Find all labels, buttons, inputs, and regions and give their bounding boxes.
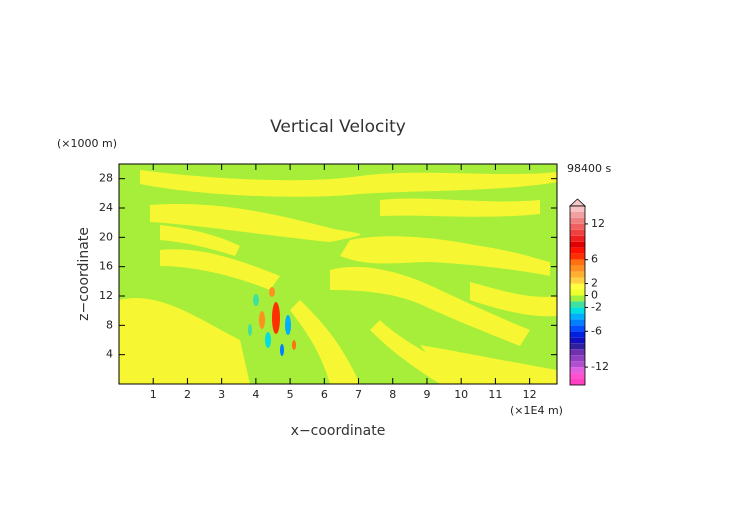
colorbar-bin bbox=[570, 343, 585, 350]
colorbar-tick-label: -12 bbox=[591, 360, 609, 373]
colorbar-bin bbox=[570, 307, 585, 314]
colorbar-bin bbox=[570, 277, 585, 284]
time-label: 98400 s bbox=[567, 162, 611, 175]
colorbar-bin bbox=[570, 283, 585, 290]
colorbar-bin bbox=[570, 325, 585, 332]
x-unit: (×1E4 m) bbox=[510, 404, 563, 417]
colorbar-bin bbox=[570, 319, 585, 326]
x-tick-label: 1 bbox=[150, 388, 157, 401]
colorbar-bin bbox=[570, 211, 585, 218]
colorbar-extension bbox=[568, 198, 587, 207]
colorbar-bin bbox=[570, 379, 585, 385]
colorbar-bin bbox=[570, 367, 585, 374]
x-axis-label: x−coordinate bbox=[291, 423, 386, 439]
colorbar-bin bbox=[570, 217, 585, 224]
colorbar-tick-label: 2 bbox=[591, 277, 598, 290]
y-tick-label: 8 bbox=[106, 318, 113, 331]
x-tick-label: 8 bbox=[389, 388, 396, 401]
x-tick-label: 6 bbox=[321, 388, 328, 401]
colorbar-bin bbox=[570, 259, 585, 266]
colorbar-bin bbox=[570, 223, 585, 230]
x-tick-label: 9 bbox=[423, 388, 430, 401]
x-tick-label: 5 bbox=[287, 388, 294, 401]
colorbar-bin bbox=[570, 337, 585, 344]
colorbar-bin bbox=[570, 235, 585, 242]
colorbar-bin bbox=[570, 241, 585, 248]
colorbar-bin bbox=[570, 361, 585, 368]
colorbar-bin bbox=[570, 253, 585, 260]
chart-title: Vertical Velocity bbox=[270, 117, 406, 137]
colorbar-tick-label: -2 bbox=[591, 300, 602, 313]
x-tick-label: 3 bbox=[218, 388, 225, 401]
x-tick-label: 7 bbox=[355, 388, 362, 401]
contour-field bbox=[119, 164, 557, 384]
y-tick-label: 28 bbox=[99, 172, 113, 185]
colorbar-bin bbox=[570, 373, 585, 380]
y-tick-label: 12 bbox=[99, 289, 113, 302]
colorbar-bin bbox=[570, 265, 585, 272]
colorbar-bin bbox=[570, 229, 585, 236]
colorbar-bin bbox=[570, 295, 585, 302]
colorbar-bin bbox=[570, 301, 585, 308]
colorbar-bin bbox=[570, 289, 585, 296]
y-tick-label: 20 bbox=[99, 230, 113, 243]
plot-frame bbox=[118, 163, 558, 385]
colorbar-bin bbox=[570, 206, 585, 212]
colorbar-bin bbox=[570, 313, 585, 320]
y-tick-label: 24 bbox=[99, 201, 113, 214]
y-axis-label: z−coordinate bbox=[76, 227, 92, 321]
y-unit: (×1000 m) bbox=[57, 137, 117, 150]
colorbar-bin bbox=[570, 247, 585, 254]
x-tick-label: 2 bbox=[184, 388, 191, 401]
colorbar-bin bbox=[570, 331, 585, 338]
colorbar-tick-label: 0 bbox=[591, 289, 598, 302]
x-tick-label: 12 bbox=[523, 388, 537, 401]
colorbar-bin bbox=[570, 355, 585, 362]
x-tick-label: 4 bbox=[252, 388, 259, 401]
y-tick-label: 16 bbox=[99, 260, 113, 273]
colorbar-tick-label: 12 bbox=[591, 217, 605, 230]
colorbar-tick-label: 6 bbox=[591, 253, 598, 266]
colorbar-tick-label: -6 bbox=[591, 324, 602, 337]
y-tick-label: 4 bbox=[106, 348, 113, 361]
x-tick-label: 11 bbox=[488, 388, 502, 401]
colorbar-bin bbox=[570, 349, 585, 356]
colorbar-bin bbox=[570, 271, 585, 278]
x-tick-label: 10 bbox=[454, 388, 468, 401]
